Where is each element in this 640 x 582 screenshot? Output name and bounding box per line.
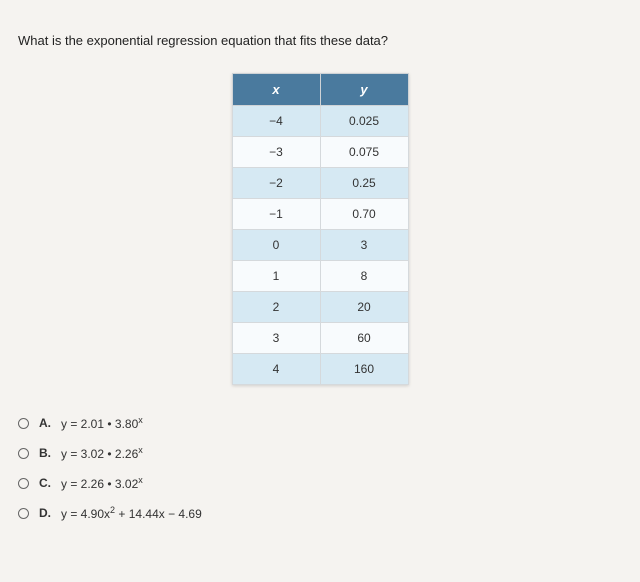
table-row: 4160 — [232, 354, 408, 385]
answer-options: A. y = 2.01 • 3.80x B. y = 3.02 • 2.26x … — [18, 415, 622, 521]
table-row: −20.25 — [232, 168, 408, 199]
cell-x: −3 — [232, 137, 320, 168]
table-row: −40.025 — [232, 106, 408, 137]
data-table-wrap: x y −40.025 −30.075 −20.25 −10.70 03 18 … — [18, 73, 622, 385]
radio-icon[interactable] — [18, 508, 29, 519]
question-text: What is the exponential regression equat… — [18, 33, 622, 48]
radio-icon[interactable] — [18, 418, 29, 429]
data-table: x y −40.025 −30.075 −20.25 −10.70 03 18 … — [232, 73, 409, 385]
cell-x: −2 — [232, 168, 320, 199]
cell-x: −4 — [232, 106, 320, 137]
cell-x: −1 — [232, 199, 320, 230]
cell-x: 1 — [232, 261, 320, 292]
option-d[interactable]: D. y = 4.90x2 + 14.44x − 4.69 — [18, 505, 622, 521]
cell-x: 3 — [232, 323, 320, 354]
cell-y: 0.025 — [320, 106, 408, 137]
option-letter: D. — [39, 506, 53, 520]
table-row: 03 — [232, 230, 408, 261]
option-text: y = 4.90x2 + 14.44x − 4.69 — [61, 505, 202, 521]
table-row: 18 — [232, 261, 408, 292]
radio-icon[interactable] — [18, 448, 29, 459]
cell-x: 2 — [232, 292, 320, 323]
option-b[interactable]: B. y = 3.02 • 2.26x — [18, 445, 622, 461]
table-row: −10.70 — [232, 199, 408, 230]
option-letter: C. — [39, 476, 53, 490]
table-row: −30.075 — [232, 137, 408, 168]
option-a[interactable]: A. y = 2.01 • 3.80x — [18, 415, 622, 431]
col-header-y: y — [320, 74, 408, 106]
cell-y: 8 — [320, 261, 408, 292]
option-letter: B. — [39, 446, 53, 460]
option-text: y = 2.01 • 3.80x — [61, 415, 143, 431]
cell-y: 60 — [320, 323, 408, 354]
cell-y: 3 — [320, 230, 408, 261]
cell-y: 20 — [320, 292, 408, 323]
option-c[interactable]: C. y = 2.26 • 3.02x — [18, 475, 622, 491]
radio-icon[interactable] — [18, 478, 29, 489]
cell-y: 160 — [320, 354, 408, 385]
table-row: 220 — [232, 292, 408, 323]
option-letter: A. — [39, 416, 53, 430]
cell-y: 0.70 — [320, 199, 408, 230]
cell-x: 0 — [232, 230, 320, 261]
col-header-x: x — [232, 74, 320, 106]
cell-x: 4 — [232, 354, 320, 385]
table-row: 360 — [232, 323, 408, 354]
option-text: y = 3.02 • 2.26x — [61, 445, 143, 461]
option-text: y = 2.26 • 3.02x — [61, 475, 143, 491]
cell-y: 0.075 — [320, 137, 408, 168]
cell-y: 0.25 — [320, 168, 408, 199]
